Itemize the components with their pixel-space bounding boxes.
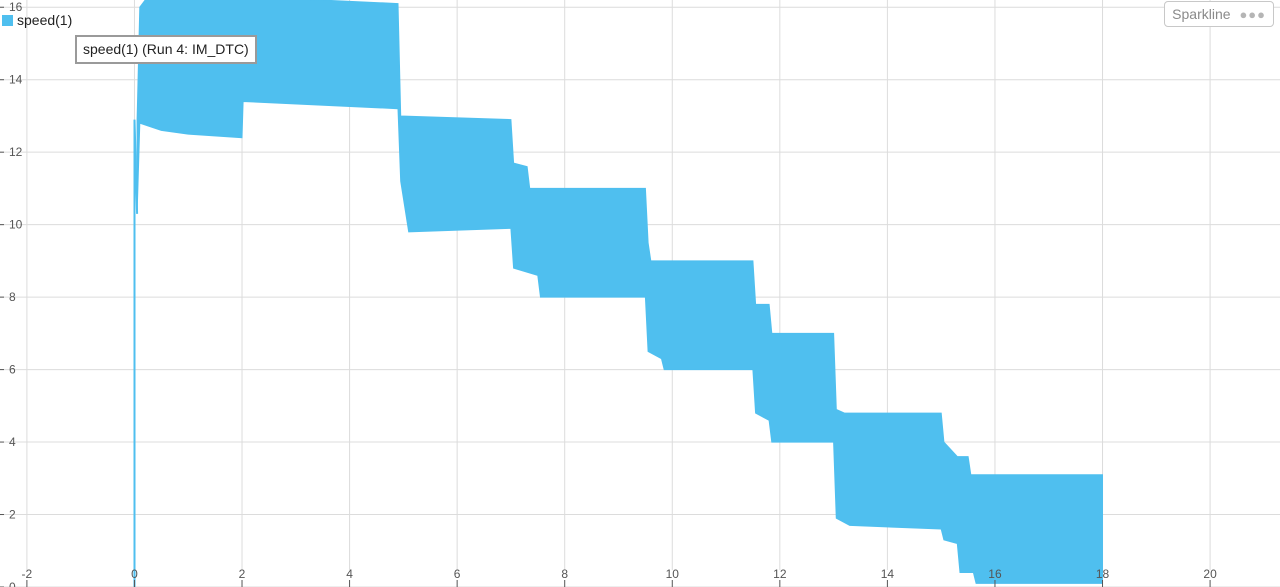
y-tick-label: 0 bbox=[9, 580, 16, 587]
data-tooltip: speed(1) (Run 4: IM_DTC) bbox=[75, 35, 257, 64]
y-tick-label: 14 bbox=[9, 73, 23, 87]
sparkline-label: Sparkline bbox=[1172, 6, 1231, 22]
y-tick-label: 6 bbox=[9, 363, 16, 377]
x-tick-label: 8 bbox=[561, 567, 568, 581]
x-tick-label: 16 bbox=[988, 567, 1002, 581]
axis-ticks: -2 0 2 4 6 8 10 12 14 16 18 20 0 2 4 6 8 10 12 14 16 bbox=[0, 0, 1217, 587]
x-tick-label: 0 bbox=[131, 567, 138, 581]
y-tick-label: 10 bbox=[9, 218, 23, 232]
y-tick-label: 2 bbox=[9, 508, 16, 522]
x-tick-label: 12 bbox=[773, 567, 787, 581]
more-dots-icon[interactable]: ●●● bbox=[1239, 7, 1266, 22]
x-tick-label: 6 bbox=[454, 567, 461, 581]
x-tick-label: 18 bbox=[1096, 567, 1110, 581]
y-tick-label: 16 bbox=[9, 0, 23, 14]
legend-swatch bbox=[2, 14, 13, 26]
y-tick-label: 8 bbox=[9, 290, 16, 304]
x-tick-label: -2 bbox=[22, 567, 33, 581]
x-tick-label: 14 bbox=[881, 567, 895, 581]
y-tick-label: 4 bbox=[9, 435, 16, 449]
x-tick-label: 2 bbox=[239, 567, 246, 581]
sparkline-button[interactable]: Sparkline ●●● bbox=[1164, 1, 1274, 27]
x-tick-label: 10 bbox=[666, 567, 680, 581]
legend[interactable]: speed(1) bbox=[2, 12, 72, 28]
series-layer bbox=[133, 0, 1103, 587]
legend-label: speed(1) bbox=[17, 12, 73, 28]
speed-band[interactable] bbox=[136, 0, 1103, 584]
x-tick-label: 4 bbox=[346, 567, 353, 581]
startup-spike-line bbox=[133, 119, 139, 587]
x-tick-label: 20 bbox=[1203, 567, 1217, 581]
y-tick-label: 12 bbox=[9, 145, 23, 159]
